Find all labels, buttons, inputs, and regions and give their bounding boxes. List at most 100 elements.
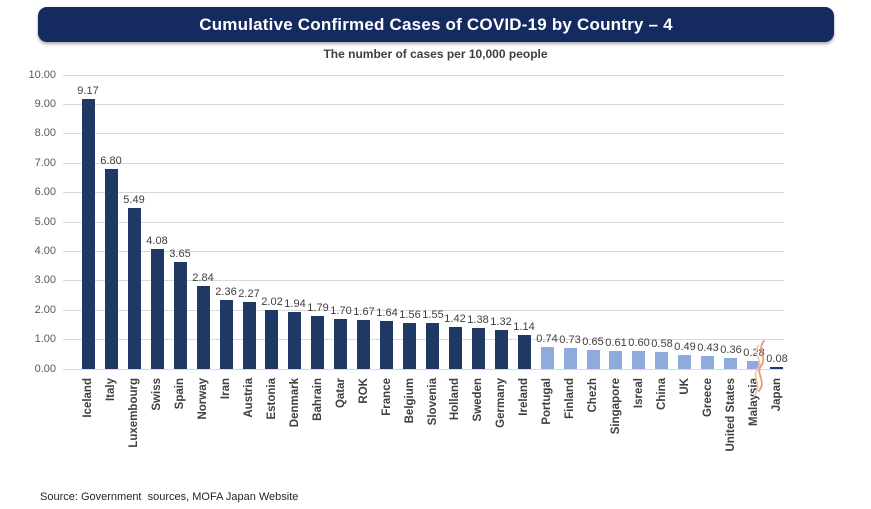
bar (357, 320, 370, 369)
category-label: Greece (702, 378, 714, 418)
bar-value-label: 1.56 (399, 309, 421, 321)
category-label: Luxembourg (128, 378, 140, 448)
chart-subtitle: The number of cases per 10,000 people (323, 47, 548, 61)
y-axis-tick-label: 0.00 (34, 362, 56, 375)
bar (632, 351, 645, 369)
bar-value-label: 1.55 (422, 309, 444, 321)
category-label: Estonia (266, 378, 278, 420)
bar-value-label: 2.02 (261, 296, 283, 308)
y-axis-tick-label: 10.00 (28, 68, 56, 81)
category-label: Denmark (289, 378, 301, 428)
category-label: Spain (174, 378, 186, 410)
bar-value-label: 0.08 (766, 353, 788, 365)
bar-value-label: 2.84 (192, 272, 214, 284)
bar (678, 355, 691, 369)
gridline (63, 133, 784, 135)
category-label: Slovenia (427, 378, 439, 426)
bar-value-label: 0.60 (628, 337, 650, 349)
bar-value-label: 0.73 (559, 334, 581, 346)
bar (265, 310, 278, 369)
bar (311, 316, 324, 369)
gridline (63, 339, 784, 341)
bar-value-label: 6.80 (100, 155, 122, 167)
category-label: ROK (358, 378, 370, 404)
bar-value-label: 1.79 (307, 302, 329, 314)
category-label: Belgium (404, 378, 416, 424)
category-label: Holland (449, 378, 461, 421)
bar (495, 330, 508, 369)
gridline (63, 192, 784, 194)
chart-title: Cumulative Confirmed Cases of COVID-19 b… (199, 14, 673, 34)
bar-value-label: 5.49 (123, 194, 145, 206)
category-label: Austria (243, 378, 255, 418)
category-label: Norway (197, 378, 209, 420)
bar (770, 367, 783, 369)
bar (243, 302, 256, 369)
bar (174, 262, 187, 369)
y-axis-tick-label: 9.00 (34, 97, 56, 110)
category-label: United States (725, 378, 737, 452)
bar (701, 356, 714, 369)
bar-value-label: 1.70 (330, 305, 352, 317)
category-label: UK (679, 378, 691, 395)
bar-value-label: 4.08 (146, 235, 168, 247)
category-label: Singapore (610, 378, 622, 435)
bar (518, 335, 531, 369)
bar (82, 99, 95, 369)
category-label: Germany (495, 378, 507, 428)
bar-value-label: 0.61 (605, 337, 627, 349)
category-label: Italy (105, 378, 117, 402)
bar-value-label: 3.65 (169, 248, 191, 260)
category-label: China (656, 378, 668, 410)
bar-value-label: 1.32 (490, 316, 512, 328)
bar-value-label: 0.36 (720, 344, 742, 356)
bar (197, 286, 210, 369)
bar (151, 249, 164, 369)
bar-value-label: 0.28 (743, 347, 765, 359)
gridline (63, 74, 784, 76)
y-axis-tick-label: 4.00 (34, 244, 56, 257)
bar-value-label: 2.27 (238, 288, 260, 300)
gridline (63, 221, 784, 223)
bar (541, 347, 554, 369)
bar-value-label: 9.17 (77, 85, 99, 97)
category-label: Ireland (518, 378, 530, 416)
bar-value-label: 0.43 (697, 342, 719, 354)
category-label: Finland (564, 378, 576, 419)
category-label: Chezh (587, 378, 599, 413)
y-axis-tick-label: 7.00 (34, 156, 56, 169)
gridline (63, 250, 784, 252)
bar (472, 328, 485, 369)
bar (564, 348, 577, 369)
gridline (63, 280, 784, 282)
bar (655, 352, 668, 369)
category-label: Portugal (541, 378, 553, 425)
bar-value-label: 2.36 (215, 286, 237, 298)
category-label: Qatar (335, 378, 347, 409)
axis-break-squiggle-icon (753, 340, 765, 397)
bar (105, 169, 118, 369)
y-axis-tick-label: 5.00 (34, 215, 56, 228)
gridline (63, 162, 784, 164)
gridline (63, 103, 784, 105)
bar-value-label: 0.58 (651, 338, 673, 350)
bar-value-label: 1.64 (376, 307, 398, 319)
bar-value-label: 1.67 (353, 306, 375, 318)
bar-value-label: 0.65 (582, 336, 604, 348)
category-label: Sweden (472, 378, 484, 422)
bar-value-label: 1.42 (444, 313, 466, 325)
bar (449, 327, 462, 369)
y-axis-tick-label: 3.00 (34, 274, 56, 287)
bar (380, 321, 393, 369)
category-label: Iran (220, 378, 232, 400)
y-axis-tick-label: 6.00 (34, 186, 56, 199)
bar (128, 208, 141, 369)
bar (747, 361, 760, 369)
gridline (63, 309, 784, 311)
category-label: France (381, 378, 393, 416)
bar (220, 300, 233, 369)
bar (403, 323, 416, 369)
bar (609, 351, 622, 369)
bar-value-label: 1.14 (513, 321, 535, 333)
